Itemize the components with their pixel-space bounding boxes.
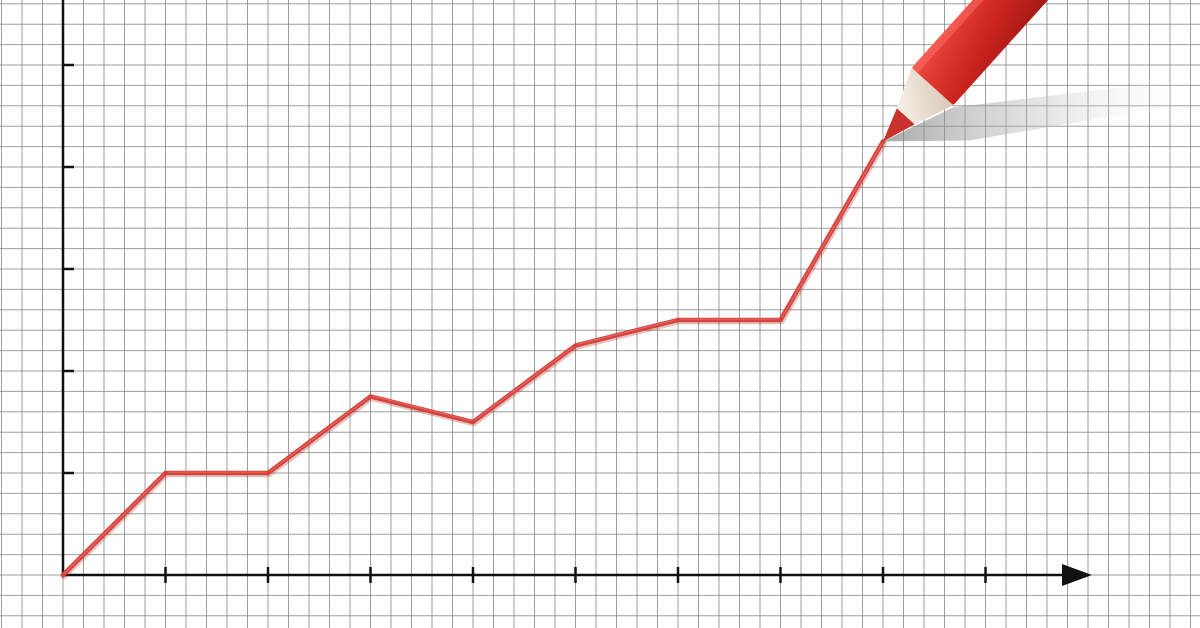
data-point: [60, 572, 66, 578]
data-point: [368, 394, 373, 399]
data-point: [265, 470, 271, 476]
data-point: [573, 343, 578, 348]
pencil-lead: [883, 108, 915, 142]
pencil-layer: [883, 0, 1200, 142]
pencil-icon: [883, 0, 1094, 142]
data-point: [778, 317, 783, 323]
pencil-body-highlight: [911, 0, 1059, 74]
data-point: [163, 470, 168, 476]
axis-layer: [61, 0, 1092, 586]
x-axis-arrowhead: [1062, 564, 1092, 586]
pencil-body: [912, 0, 1094, 105]
data-point: [470, 419, 476, 425]
series-line-highlight: [63, 140, 885, 575]
data-point: [675, 317, 681, 323]
pencil-wood: [896, 67, 954, 125]
pencil-shadow: [883, 77, 1200, 142]
